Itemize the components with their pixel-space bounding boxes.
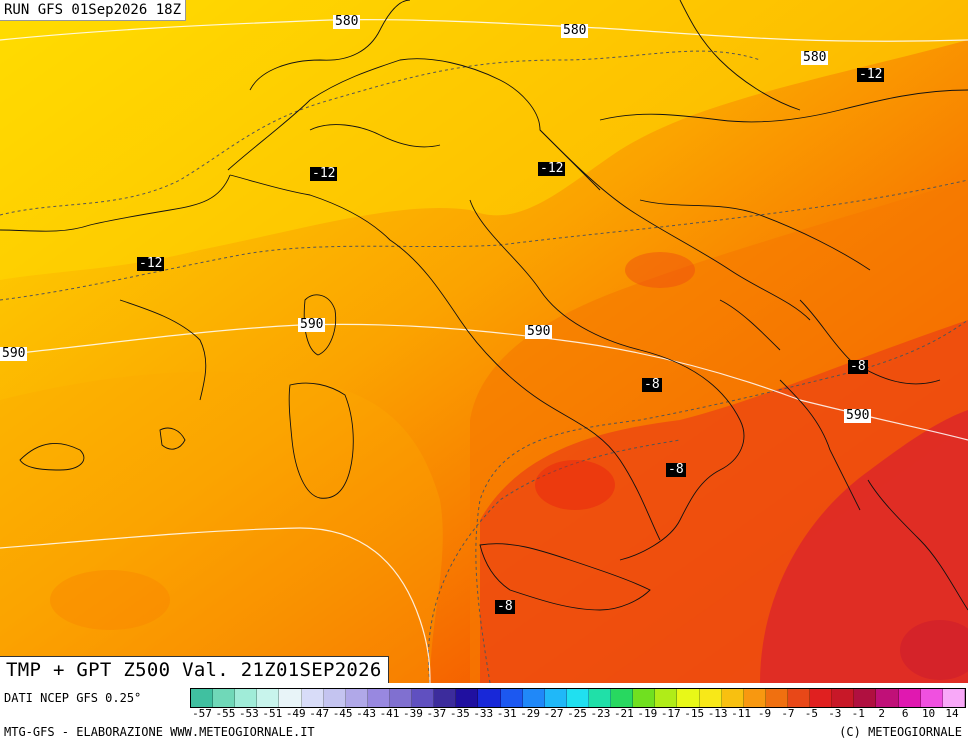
- color-swatch: [588, 689, 612, 707]
- color-scale-tick-label: -43: [356, 707, 376, 720]
- color-scale-tick-label: -19: [637, 707, 658, 720]
- color-swatch: [367, 689, 390, 707]
- temperature-isolines: [0, 50, 968, 683]
- field-title: TMP + GPT Z500 Val. 21Z01SEP2026: [0, 656, 389, 685]
- color-swatch: [279, 689, 302, 707]
- color-swatch: [743, 689, 766, 707]
- color-scale-tick-label: -5: [804, 707, 818, 720]
- geopotential-label: 590: [844, 408, 872, 423]
- credit-right: (C) METEOGIORNALE: [839, 725, 962, 739]
- color-swatch: [323, 689, 346, 707]
- temperature-map: [0, 0, 968, 683]
- temperature-cells: [50, 252, 968, 680]
- color-swatch: [677, 689, 700, 707]
- coastlines-and-borders: [0, 0, 968, 611]
- color-scale-ticks: -57 -55 -53 -51 -49 -47 -45 -43 -41 -39 -37 -35 -33-…: [190, 707, 964, 721]
- color-swatch: [456, 689, 479, 707]
- color-swatch: [699, 689, 722, 707]
- color-scale-tick-label: -49: [285, 707, 306, 720]
- color-scale-tick-label: -17: [660, 707, 681, 720]
- color-swatch: [942, 689, 965, 707]
- temperature-label: -12: [538, 161, 566, 176]
- color-scale-tick-label: -55: [215, 707, 236, 720]
- color-scale-tick-label: -1: [851, 707, 865, 720]
- temperature-label: -12: [137, 256, 165, 271]
- color-swatch: [478, 689, 501, 707]
- color-scale-tick-label: -23: [590, 707, 611, 720]
- color-swatch: [611, 689, 634, 707]
- color-swatch: [721, 689, 744, 707]
- color-scale-tick-label: 14: [945, 707, 959, 720]
- temperature-band-yellow: [0, 0, 968, 280]
- color-scale-tick-label: 10: [921, 707, 936, 720]
- color-swatch: [213, 689, 236, 707]
- color-scale-tick-label: -31: [496, 707, 517, 720]
- geopotential-label: 580: [801, 50, 829, 65]
- color-swatch: [854, 689, 877, 707]
- geopotential-label: 580: [561, 23, 589, 38]
- color-swatch: [810, 689, 833, 707]
- color-scale-tick-label: -7: [781, 707, 795, 720]
- color-scale-tick-label: -57: [192, 707, 212, 720]
- color-swatch: [191, 689, 214, 707]
- color-swatch: [876, 689, 899, 707]
- run-title: RUN GFS 01Sep2026 18Z: [0, 0, 187, 21]
- footer: DATI NCEP GFS 0.25° -57 -55 -53 -51 -49 -47 -4…: [0, 683, 968, 745]
- color-swatch: [898, 689, 921, 707]
- color-swatch: [500, 689, 523, 707]
- color-swatch: [522, 689, 545, 707]
- color-scale-tick-label: -33: [473, 707, 494, 720]
- color-swatch: [257, 689, 280, 707]
- color-scale-tick-label: -53: [238, 707, 259, 720]
- temperature-band-west-orange: [0, 371, 443, 683]
- color-scale-tick-label: -15: [684, 707, 705, 720]
- color-scale-tick-label: 2: [878, 707, 885, 720]
- color-scale-tick-label: -35: [449, 707, 470, 720]
- color-scale-tick-label: -13: [707, 707, 728, 720]
- color-swatch: [655, 689, 678, 707]
- temperature-label: -12: [310, 166, 338, 181]
- color-swatch: [434, 689, 457, 707]
- color-scale-tick-label: -47: [309, 707, 330, 720]
- geopotential-label: 590: [525, 324, 553, 339]
- color-scale-tick-label: -29: [520, 707, 541, 720]
- temperature-band-deep-red: [760, 410, 968, 683]
- color-scale-tick-label: -11: [731, 707, 751, 720]
- color-swatch: [544, 689, 567, 707]
- color-swatch: [389, 689, 413, 707]
- temperature-label: -8: [848, 359, 868, 374]
- temperature-label: -8: [666, 462, 686, 477]
- color-scale-tick-label: -3: [828, 707, 842, 720]
- color-scale-tick-label: -9: [757, 707, 772, 720]
- temperature-label: -8: [495, 599, 515, 614]
- color-scale-tick-label: 6: [901, 707, 909, 720]
- color-scale-tick-label: -41: [379, 707, 400, 720]
- color-scale-tick-label: -45: [332, 707, 353, 720]
- color-swatch: [235, 689, 258, 707]
- temperature-label: -12: [857, 67, 885, 82]
- color-scale-tick-label: -51: [262, 707, 283, 720]
- geopotential-label: 590: [298, 317, 326, 332]
- color-scale-tick-label: -39: [403, 707, 423, 720]
- credit-left: MTG-GFS - ELABORAZIONE WWW.METEOGIORNALE…: [4, 725, 315, 739]
- temperature-label: -8: [642, 377, 662, 392]
- geopotential-label: 590: [0, 346, 28, 361]
- color-scale-tick-label: -37: [426, 707, 447, 720]
- color-swatch: [765, 689, 788, 707]
- color-scale-tick-label: -25: [567, 707, 587, 720]
- color-swatch: [920, 689, 943, 707]
- color-swatch: [301, 689, 324, 707]
- color-swatch: [345, 689, 368, 707]
- color-swatch: [412, 689, 435, 707]
- color-scale-tick-label: -27: [543, 707, 564, 720]
- color-scale-tick-label: -21: [613, 707, 634, 720]
- color-scale-bar: [190, 688, 966, 708]
- color-swatch: [787, 689, 811, 707]
- color-swatch: [566, 689, 589, 707]
- data-source: DATI NCEP GFS 0.25°: [4, 691, 142, 705]
- geopotential-label: 580: [333, 14, 361, 29]
- color-swatch: [633, 689, 656, 707]
- color-swatch: [832, 689, 855, 707]
